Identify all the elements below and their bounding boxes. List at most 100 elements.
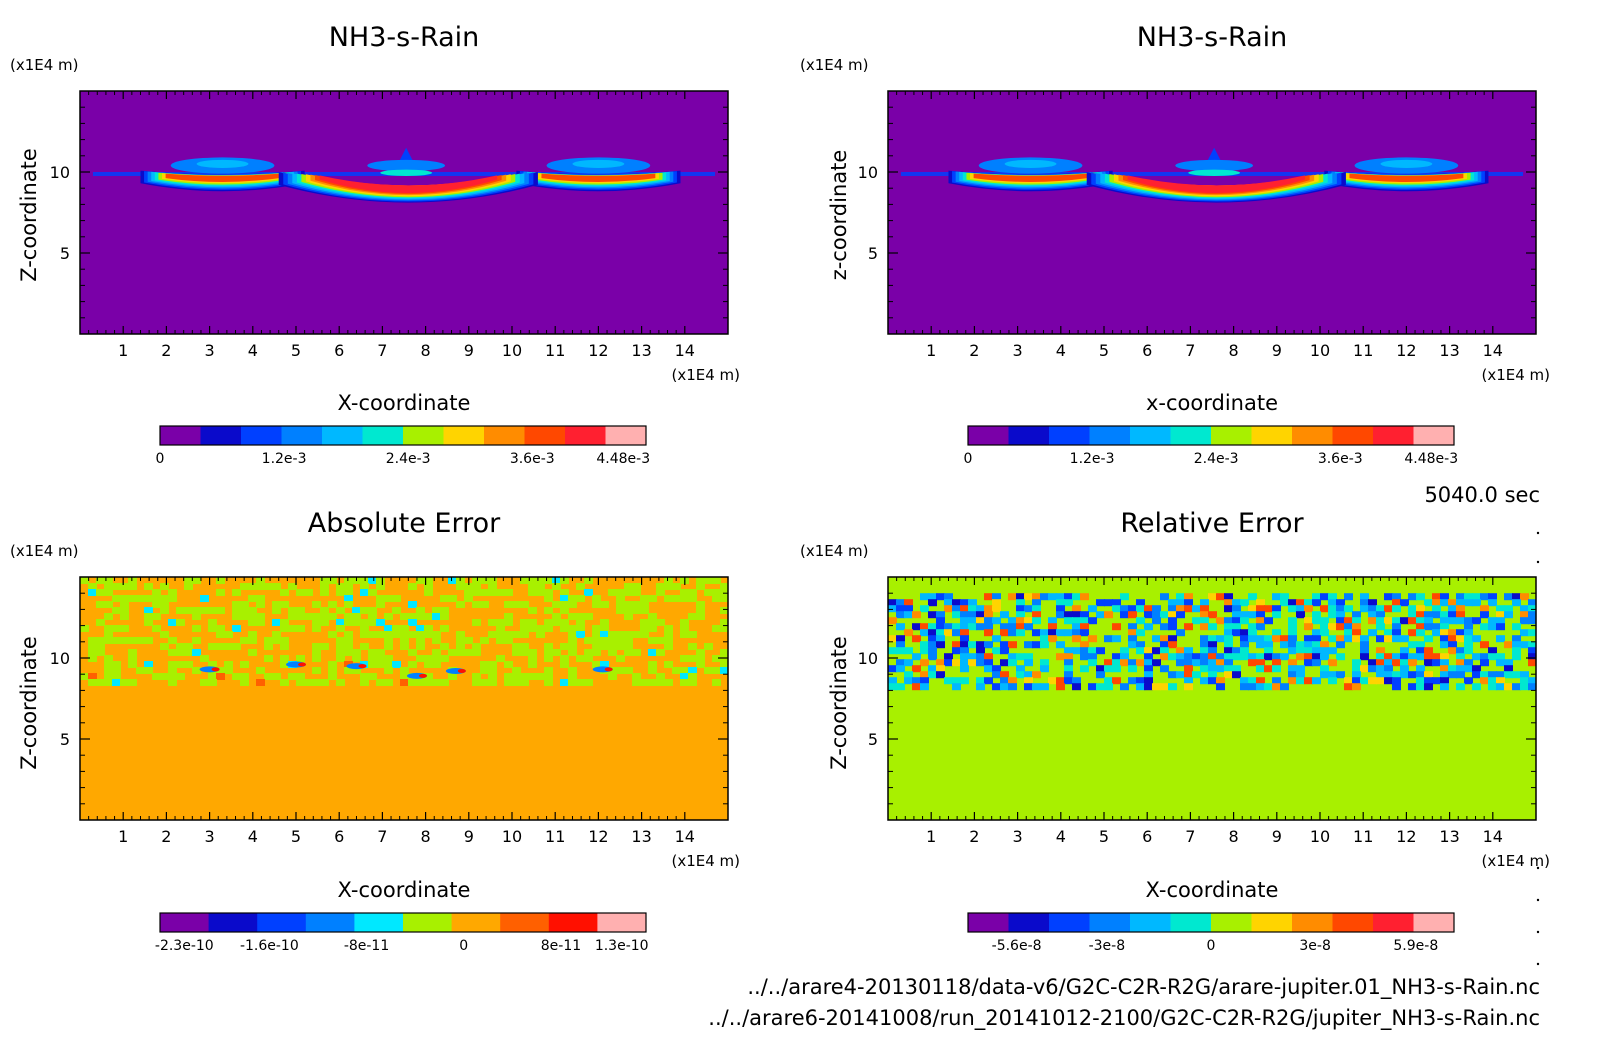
noise-cell xyxy=(272,619,281,626)
noise-cell xyxy=(1120,605,1129,613)
noise-cell xyxy=(96,643,105,650)
noise-cell xyxy=(1056,677,1065,685)
x-tick-label: 9 xyxy=(1272,341,1282,360)
dot-marker xyxy=(1536,962,1540,966)
noise-cell xyxy=(712,589,721,596)
noise-cell xyxy=(256,583,265,590)
colorbar-segment xyxy=(1170,913,1212,932)
noise-cell xyxy=(944,623,953,631)
noise-cell xyxy=(488,631,497,638)
noise-cell xyxy=(80,673,89,680)
contour-band xyxy=(973,173,1088,182)
noise-cell xyxy=(160,595,169,602)
noise-cell xyxy=(496,625,505,632)
noise-cell xyxy=(1424,683,1433,691)
noise-cell xyxy=(320,613,329,620)
noise-cell xyxy=(520,631,529,638)
noise-cell xyxy=(504,679,513,686)
x-unit-label: (x1E4 m) xyxy=(1481,852,1550,870)
colorbar-segment xyxy=(362,426,404,445)
noise-cell xyxy=(528,655,537,662)
noise-cell xyxy=(504,631,513,638)
noise-cell xyxy=(1296,611,1305,619)
noise-cell xyxy=(1256,617,1265,625)
noise-cell xyxy=(624,643,633,650)
noise-cell xyxy=(1264,635,1273,643)
noise-cell xyxy=(144,661,153,668)
noise-cell xyxy=(1392,653,1401,661)
noise-cell xyxy=(664,595,673,602)
noise-cell xyxy=(192,625,201,632)
noise-cell xyxy=(960,665,969,673)
contour-band xyxy=(380,169,433,177)
noise-cell xyxy=(344,637,353,644)
noise-cell xyxy=(88,655,97,662)
noise-cell xyxy=(1440,671,1449,679)
noise-cell xyxy=(544,667,553,674)
noise-cell xyxy=(1376,677,1385,685)
noise-cell xyxy=(1424,623,1433,631)
noise-cell xyxy=(1248,605,1257,613)
colorbar-segment xyxy=(1292,426,1333,445)
noise-cell xyxy=(1520,629,1529,637)
noise-cell xyxy=(696,661,705,668)
noise-cell xyxy=(1144,611,1153,619)
noise-cell xyxy=(1392,683,1401,691)
noise-cell xyxy=(1432,653,1441,661)
noise-cell xyxy=(1304,647,1313,655)
noise-cell xyxy=(1008,677,1017,685)
colorbar-segment xyxy=(1413,913,1455,932)
noise-cell xyxy=(568,643,577,650)
noise-cell xyxy=(432,631,441,638)
noise-cell xyxy=(160,601,169,608)
noise-cell xyxy=(1240,647,1249,655)
noise-cell xyxy=(1456,653,1465,661)
noise-cell xyxy=(296,625,305,632)
x-tick-label: 14 xyxy=(1483,341,1503,360)
noise-cell xyxy=(264,643,273,650)
noise-cell xyxy=(984,593,993,601)
noise-cell xyxy=(1080,653,1089,661)
noise-cell xyxy=(1152,611,1161,619)
noise-cell xyxy=(520,625,529,632)
colorbar-segment xyxy=(524,426,566,445)
noise-cell xyxy=(1232,611,1241,619)
noise-cell xyxy=(536,673,545,680)
noise-cell xyxy=(88,583,97,590)
noise-cell xyxy=(1424,611,1433,619)
noise-cell xyxy=(1520,671,1529,679)
noise-cell xyxy=(1040,683,1049,691)
noise-cell xyxy=(936,635,945,643)
noise-cell xyxy=(472,601,481,608)
noise-cell xyxy=(1176,599,1185,607)
noise-cell xyxy=(616,643,625,650)
noise-cell xyxy=(424,577,433,584)
noise-cell xyxy=(312,643,321,650)
noise-cell xyxy=(1032,683,1041,691)
noise-cell xyxy=(504,637,513,644)
colorbar-label: -2.3e-10 xyxy=(155,938,214,954)
noise-cell xyxy=(1192,617,1201,625)
noise-cell xyxy=(600,601,609,608)
noise-cell xyxy=(104,667,113,674)
noise-cell xyxy=(1256,635,1265,643)
noise-cell xyxy=(1488,617,1497,625)
noise-cell xyxy=(976,647,985,655)
noise-cell xyxy=(1336,605,1345,613)
noise-cell xyxy=(1504,659,1513,667)
noise-cell xyxy=(696,613,705,620)
noise-cell xyxy=(968,659,977,667)
noise-cell xyxy=(552,577,561,584)
x-tick-label: 6 xyxy=(1142,341,1152,360)
noise-cell xyxy=(544,577,553,584)
colorbar-label: -5.6e-8 xyxy=(992,938,1042,954)
noise-cell xyxy=(984,641,993,649)
x-tick-label: 11 xyxy=(1353,827,1373,846)
noise-cell xyxy=(1072,605,1081,613)
noise-cell xyxy=(376,631,385,638)
noise-cell xyxy=(240,661,249,668)
noise-cell xyxy=(88,673,97,680)
noise-cell xyxy=(1072,683,1081,691)
noise-cell xyxy=(512,643,521,650)
noise-cell xyxy=(320,577,329,584)
